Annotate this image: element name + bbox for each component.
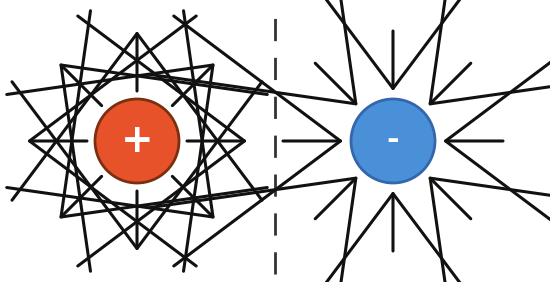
Circle shape <box>351 99 435 183</box>
Text: +: + <box>120 122 153 160</box>
Text: -: - <box>387 127 399 155</box>
Circle shape <box>95 99 179 183</box>
